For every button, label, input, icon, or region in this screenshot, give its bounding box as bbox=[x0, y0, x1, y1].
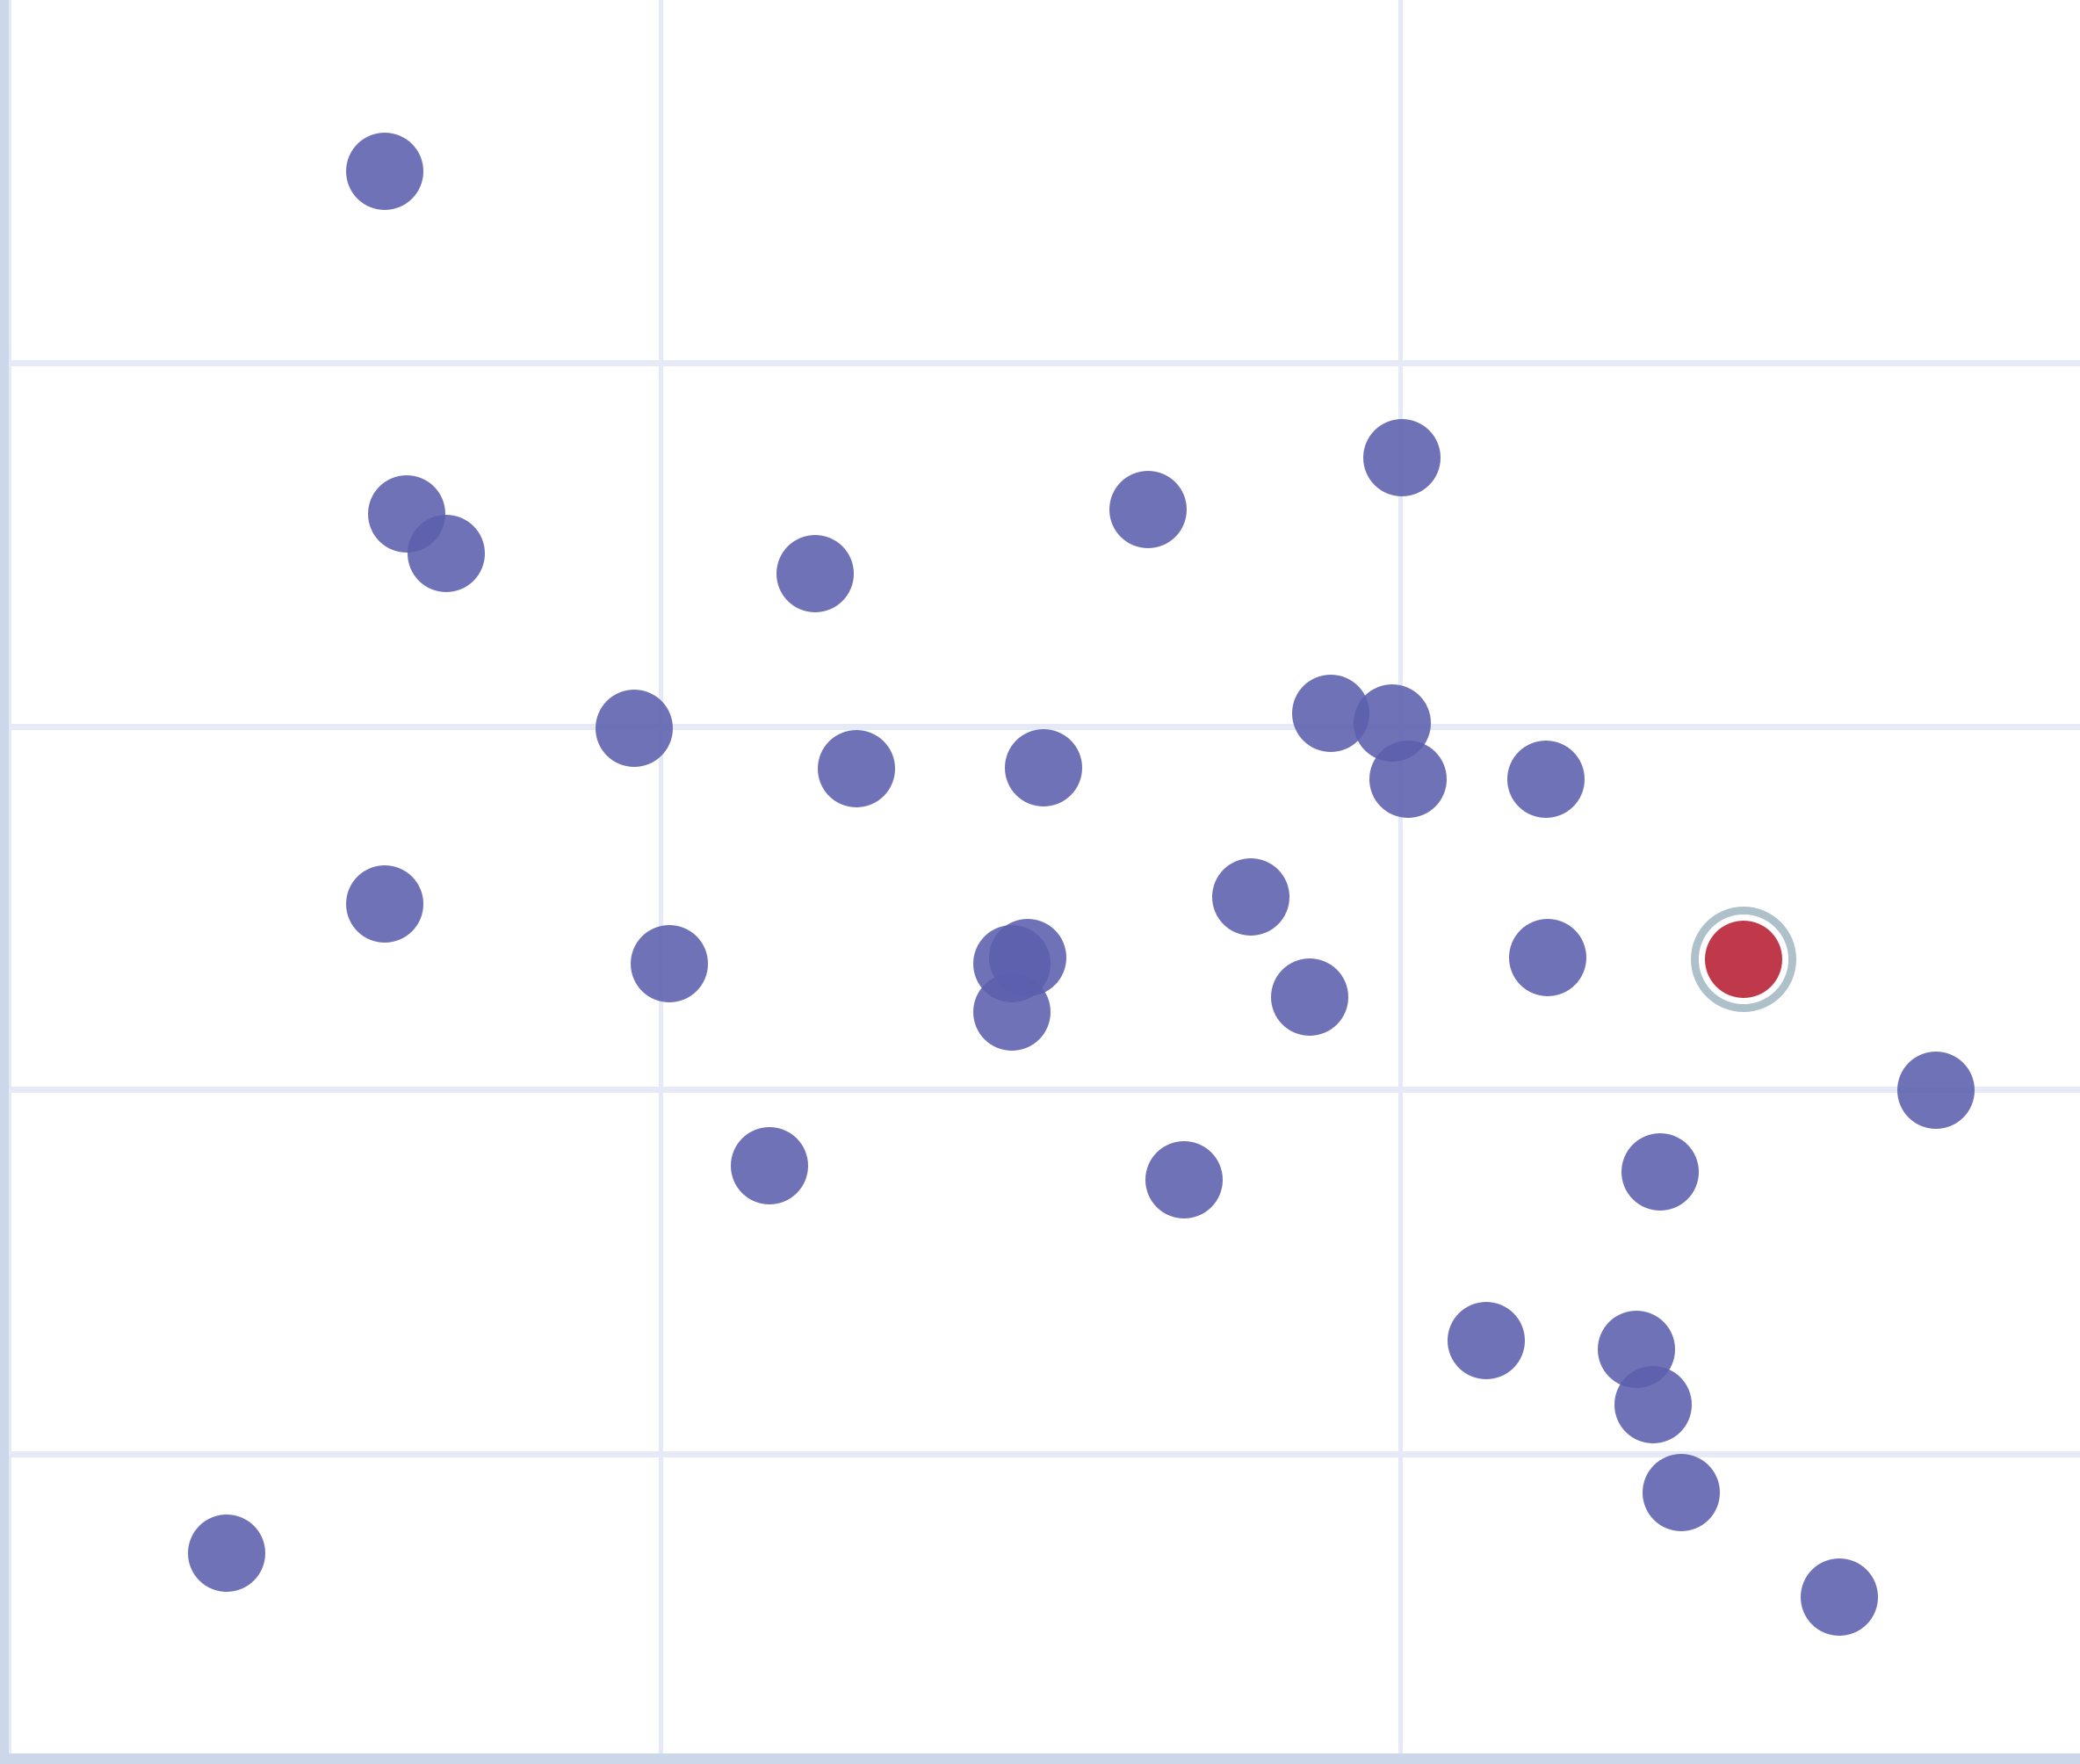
scatter-point[interactable] bbox=[1507, 741, 1585, 818]
scatter-point[interactable] bbox=[346, 133, 423, 210]
scatter-point[interactable] bbox=[1109, 471, 1187, 548]
plot-canvas[interactable] bbox=[9, 0, 2080, 1753]
scatter-point[interactable] bbox=[1212, 858, 1289, 936]
scatter-point[interactable] bbox=[1005, 729, 1082, 806]
scatter-point[interactable] bbox=[1369, 741, 1447, 818]
scatter-point[interactable] bbox=[1614, 1366, 1692, 1443]
panel-left-edge bbox=[0, 0, 9, 1764]
scatter-point[interactable] bbox=[1509, 919, 1586, 996]
scatter-point[interactable] bbox=[408, 515, 485, 592]
scatter-point[interactable] bbox=[1621, 1133, 1699, 1211]
scatter-point[interactable] bbox=[1363, 419, 1441, 496]
scatter-point[interactable] bbox=[1897, 1052, 1975, 1129]
scatter-point-highlighted[interactable] bbox=[1705, 921, 1782, 998]
scatter-point[interactable] bbox=[1448, 1302, 1525, 1379]
scatter-point[interactable] bbox=[346, 865, 423, 943]
scatter-point[interactable] bbox=[776, 535, 854, 612]
scatter-point[interactable] bbox=[818, 730, 895, 807]
selection-ring-icon bbox=[1691, 907, 1796, 1012]
gridline-horizontal-2 bbox=[9, 1087, 2080, 1093]
scatter-point[interactable] bbox=[1801, 1558, 1878, 1636]
scatter-point[interactable] bbox=[1643, 1454, 1720, 1531]
scatter-point[interactable] bbox=[596, 690, 673, 767]
gridline-horizontal-0 bbox=[9, 360, 2080, 366]
scatter-point[interactable] bbox=[1271, 958, 1348, 1036]
gridline-horizontal-3 bbox=[9, 1451, 2080, 1457]
scatter-point[interactable] bbox=[188, 1515, 265, 1592]
scatter-point[interactable] bbox=[631, 925, 708, 1002]
gridline-vertical-2 bbox=[1398, 0, 1403, 1753]
gridline-horizontal-1 bbox=[9, 724, 2080, 730]
gridline-vertical-1 bbox=[659, 0, 663, 1753]
gridline-vertical-0 bbox=[9, 0, 11, 1753]
scatter-point[interactable] bbox=[973, 973, 1051, 1051]
panel-bottom-edge bbox=[0, 1753, 2080, 1764]
scatter-point[interactable] bbox=[731, 1127, 808, 1204]
scatter-point[interactable] bbox=[1145, 1141, 1223, 1218]
